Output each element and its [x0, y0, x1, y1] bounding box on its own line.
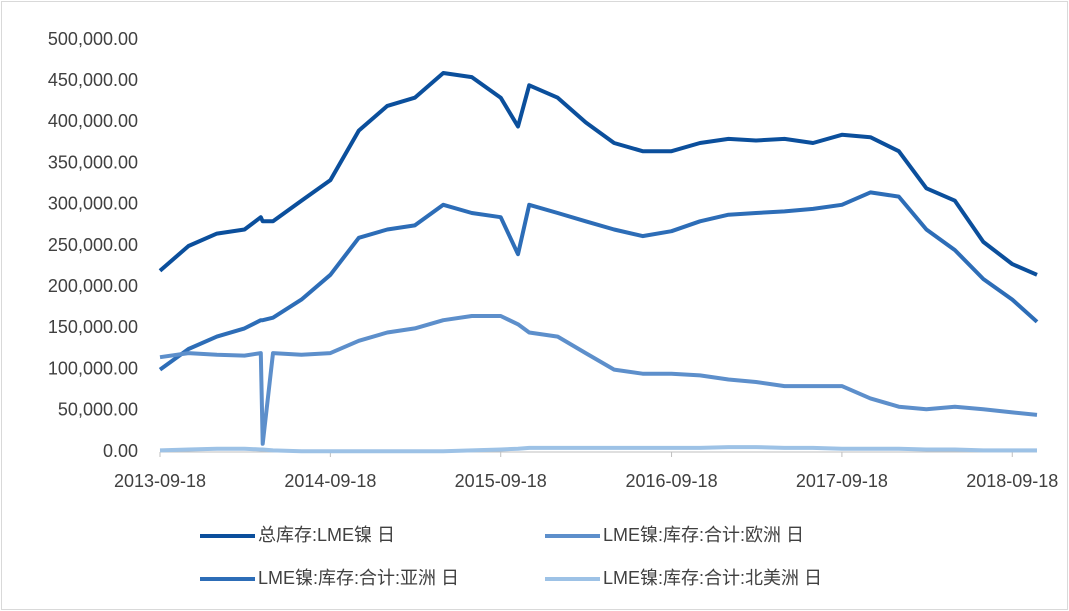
- legend-label: LME镍:库存:合计:欧洲 日: [603, 525, 804, 545]
- series-line: [159, 314, 1038, 446]
- y-tick-label: 300,000.00: [48, 194, 138, 214]
- y-tick-label: 0.00: [103, 441, 138, 461]
- x-tick-label: 2014-09-18: [284, 471, 376, 491]
- series-line: [158, 71, 1038, 277]
- y-tick-label: 350,000.00: [48, 152, 138, 172]
- y-tick-label: 250,000.00: [48, 235, 138, 255]
- y-tick-label: 200,000.00: [48, 276, 138, 296]
- legend-label: LME镍:库存:合计:北美洲 日: [603, 568, 822, 588]
- y-tick-label: 50,000.00: [58, 400, 138, 420]
- y-tick-label: 150,000.00: [48, 317, 138, 337]
- y-tick-label: 500,000.00: [48, 29, 138, 49]
- legend-label: LME镍:库存:合计:亚洲 日: [258, 568, 459, 588]
- x-tick-label: 2013-09-18: [114, 471, 206, 491]
- y-tick-label: 450,000.00: [48, 70, 138, 90]
- series-line: [158, 190, 1039, 372]
- series-line: [159, 445, 1037, 454]
- x-tick-label: 2018-09-18: [966, 471, 1058, 491]
- y-tick-label: 100,000.00: [48, 358, 138, 378]
- x-tick-label: 2015-09-18: [455, 471, 547, 491]
- y-tick-label: 400,000.00: [48, 111, 138, 131]
- legend-label: 总库存:LME镍 日: [258, 525, 395, 545]
- x-tick-label: 2017-09-18: [796, 471, 888, 491]
- x-tick-label: 2016-09-18: [626, 471, 718, 491]
